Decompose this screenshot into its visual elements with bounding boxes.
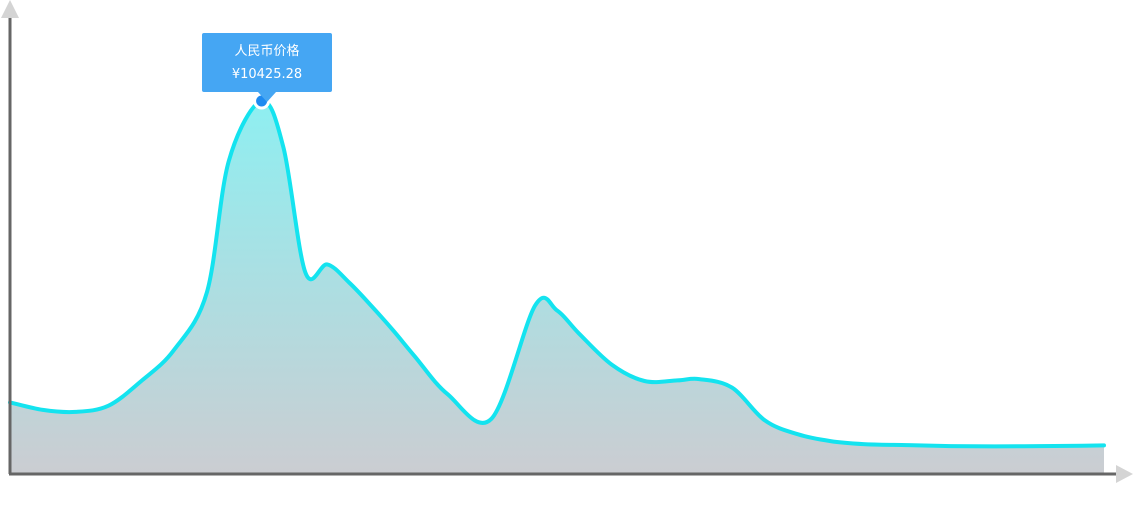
price-tooltip: 人民币价格 ¥10425.28 (202, 33, 332, 102)
series-line (8, 98, 1106, 449)
area-fill (10, 100, 1104, 473)
tooltip-value: ¥10425.28 (231, 67, 303, 82)
x-axis-arrow-icon (1116, 465, 1133, 483)
axes (1, 0, 1133, 483)
tooltip-title: 人民币价格 (234, 44, 300, 59)
plot-area (8, 92, 1106, 473)
y-axis-arrow-icon (1, 0, 19, 18)
tooltip-pointer (258, 92, 276, 102)
